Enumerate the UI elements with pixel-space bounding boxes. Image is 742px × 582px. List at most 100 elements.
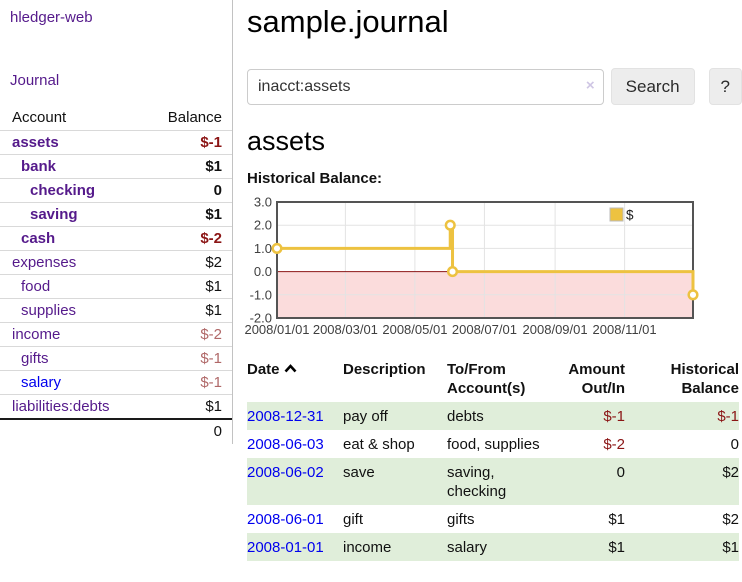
account-link-salary[interactable]: salary — [21, 374, 62, 391]
account-balance: $-1 — [200, 134, 222, 151]
transaction-balance: $-1 — [717, 408, 739, 425]
chart-legend: $ — [609, 207, 634, 223]
account-row: assets $-1 — [0, 130, 232, 155]
account-row: expenses $2 — [0, 250, 232, 275]
transaction-row: 2008-06-03 eat & shop food, supplies $-2 0 — [247, 430, 739, 458]
plot-border — [276, 201, 694, 319]
account-link-gifts[interactable]: gifts — [21, 350, 49, 367]
transaction-date-link[interactable]: 2008-06-03 — [247, 436, 324, 453]
transaction-balance: $2 — [722, 511, 739, 528]
transaction-balance: $2 — [722, 464, 739, 481]
account-row: salary $-1 — [0, 370, 232, 395]
transaction-description: eat & shop — [343, 436, 415, 453]
account-row: gifts $-1 — [0, 346, 232, 371]
transaction-date-link[interactable]: 2008-12-31 — [247, 408, 324, 425]
transaction-date-link[interactable]: 2008-01-01 — [247, 539, 324, 556]
account-link-expenses[interactable]: expenses — [12, 254, 77, 271]
transaction-amount: $1 — [608, 511, 625, 528]
register-header-date[interactable]: Date — [247, 360, 343, 402]
account-balance: $-1 — [200, 374, 222, 391]
account-row: cash $-2 — [0, 226, 232, 251]
sidebar-item-journal[interactable]: Journal — [10, 72, 60, 89]
account-link-liabilities-debts[interactable]: liabilities:debts — [12, 398, 110, 415]
account-row: supplies $1 — [0, 298, 232, 323]
transaction-balance: 0 — [730, 436, 739, 453]
account-row: bank $1 — [0, 154, 232, 179]
account-row: income $-2 — [0, 322, 232, 347]
transaction-accounts: gifts — [447, 511, 475, 528]
account-balance: $1 — [205, 206, 222, 223]
transaction-accounts: debts — [447, 408, 484, 425]
y-axis-tick: -1.0 — [250, 287, 272, 302]
y-axis-tick: 2.0 — [254, 218, 272, 233]
account-link-assets[interactable]: assets — [12, 134, 59, 151]
page-title: sample.journal — [247, 4, 449, 39]
register-header-accounts: To/From Account(s) — [447, 361, 526, 397]
transaction-accounts: salary — [447, 539, 488, 556]
search-input[interactable] — [247, 68, 604, 105]
accounts-header-row: Account Balance — [0, 107, 232, 131]
y-axis-tick: 3.0 — [254, 195, 272, 210]
account-balance: $1 — [205, 158, 222, 175]
account-link-cash[interactable]: cash — [21, 230, 56, 247]
data-point[interactable] — [446, 266, 459, 278]
account-balance: 0 — [213, 182, 222, 199]
account-link-supplies[interactable]: supplies — [21, 302, 77, 319]
account-link-saving[interactable]: saving — [30, 206, 78, 223]
transaction-description: pay off — [343, 408, 388, 425]
accounts-total-spacer — [0, 418, 147, 443]
transaction-accounts: food, supplies — [447, 436, 540, 453]
transaction-accounts: saving, checking — [447, 464, 507, 500]
account-link-food[interactable]: food — [21, 278, 51, 295]
transaction-amount: $-2 — [603, 436, 625, 453]
help-button[interactable]: ? — [708, 68, 742, 105]
sidebar-nav: Journal — [0, 72, 232, 89]
x-axis-tick: 2008/09/01 — [523, 322, 588, 337]
account-balance: $-2 — [200, 326, 222, 343]
negative-region — [278, 271, 692, 317]
sort-ascending-icon — [284, 364, 296, 373]
account-link-checking[interactable]: checking — [30, 182, 96, 199]
search-button[interactable]: Search — [610, 68, 695, 105]
account-balance: $2 — [205, 254, 222, 271]
account-heading: assets — [247, 126, 326, 156]
main-content: sample.journal × Search ? assets Histori… — [233, 0, 742, 561]
accounts-header-balance: Balance — [167, 109, 222, 126]
account-row: food $1 — [0, 274, 232, 299]
accounts-total-value: 0 — [146, 418, 232, 443]
app-title-link[interactable]: hledger-web — [10, 9, 93, 26]
transaction-row: 2008-06-02 save saving, checking 0 $2 — [247, 458, 739, 505]
register-table: Date Description To/From Account(s) Amou… — [247, 360, 739, 561]
y-axis-tick: -2.0 — [250, 311, 272, 326]
account-link-income[interactable]: income — [12, 326, 61, 343]
chart-title: Historical Balance: — [247, 170, 383, 187]
account-balance: $1 — [205, 398, 222, 415]
transaction-date-link[interactable]: 2008-06-01 — [247, 511, 324, 528]
x-axis-tick: 2008/05/01 — [382, 322, 447, 337]
data-point[interactable] — [271, 242, 283, 254]
account-balance: $-2 — [200, 230, 222, 247]
account-row: checking 0 — [0, 178, 232, 203]
account-row: liabilities:debts $1 — [0, 394, 232, 420]
data-point[interactable] — [687, 289, 699, 301]
accounts-total-row: 0 — [0, 418, 232, 443]
search-field-wrap: × — [247, 68, 604, 105]
account-balance: $1 — [205, 278, 222, 295]
account-link-bank[interactable]: bank — [21, 158, 57, 175]
y-axis-tick: 0.0 — [254, 264, 272, 279]
clear-search-icon[interactable]: × — [585, 76, 595, 94]
x-axis-tick: 2008/01/01 — [244, 322, 309, 337]
balance-chart[interactable]: $3.0 2.0 1.0 0.0 -1.0 -2.0 2008/01/01 2008/03/0… — [244, 194, 741, 344]
x-axis-tick: 2008/03/01 — [313, 322, 378, 337]
transaction-date-link[interactable]: 2008-06-02 — [247, 464, 324, 481]
x-axis-tick: 2008/11/01 — [593, 322, 657, 337]
register-header-row: Date Description To/From Account(s) Amou… — [247, 360, 739, 402]
svg-text:$: $ — [626, 208, 634, 223]
accounts-table: Account Balance assets $-1 bank $1 checking 0… — [0, 107, 232, 443]
data-point[interactable] — [444, 219, 456, 231]
account-row: saving $1 — [0, 202, 232, 227]
search-row: × Search ? — [247, 68, 742, 105]
transaction-amount: 0 — [616, 464, 625, 481]
transaction-amount: $1 — [608, 539, 625, 556]
register-header-amount: Amount Out/In — [568, 361, 625, 397]
